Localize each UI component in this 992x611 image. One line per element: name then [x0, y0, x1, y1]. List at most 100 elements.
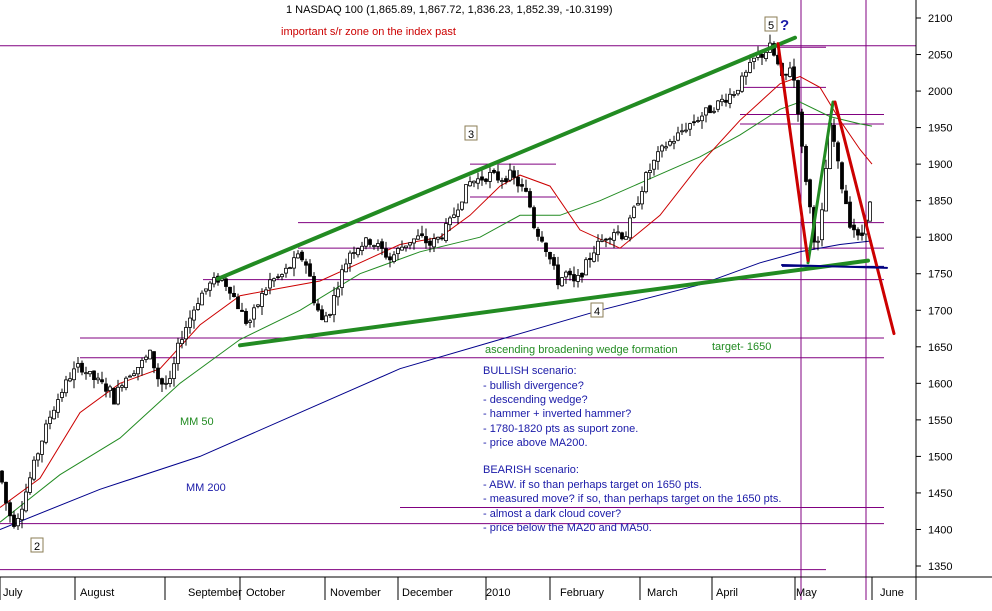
candle-body — [632, 206, 636, 218]
candle-body — [388, 256, 392, 261]
candle-body — [412, 238, 416, 244]
candle-body — [604, 238, 608, 241]
candle-body — [644, 172, 648, 193]
candle-body — [128, 375, 132, 378]
candle-body — [300, 251, 304, 261]
candle-body — [820, 209, 824, 241]
candle-body — [60, 391, 64, 398]
candle-body — [840, 162, 844, 190]
candle-body — [88, 370, 92, 375]
candle-body — [676, 132, 680, 141]
wave-5-box — [764, 16, 778, 32]
x-tick-label: 2010 — [486, 587, 510, 599]
candle-body — [496, 171, 500, 181]
candle-body — [436, 236, 440, 240]
candle-body — [316, 303, 320, 311]
candle-body — [844, 190, 848, 205]
candle-body — [12, 514, 16, 527]
y-axis-ticks: 1350 1400 1450 1500 1550 1600 1650 1700 1750 1800… — [916, 13, 952, 573]
candle-body — [868, 201, 872, 222]
candle-body — [772, 43, 776, 56]
candle-body — [8, 502, 12, 517]
candle-body — [560, 277, 564, 287]
y-tick-label: 1700 — [928, 305, 952, 317]
candle-body — [348, 252, 352, 264]
candle-body — [80, 362, 84, 373]
candle-body — [284, 267, 288, 274]
candle-body — [672, 140, 676, 144]
candle-body — [788, 67, 792, 77]
candle-body — [172, 363, 176, 379]
candle-body — [120, 385, 124, 388]
candle-body — [448, 217, 452, 226]
candle-body — [588, 257, 592, 260]
y-tick-label: 1350 — [928, 561, 952, 573]
candle-body — [228, 286, 232, 294]
candle-body — [256, 304, 260, 307]
candle-body — [264, 289, 268, 295]
candle-body — [716, 100, 720, 110]
candle-body — [548, 251, 552, 260]
wave-4-label: 4 — [594, 306, 600, 318]
candle-body — [600, 239, 604, 242]
candle-body — [104, 383, 108, 392]
candle-body — [564, 271, 568, 278]
candle-body — [408, 242, 412, 246]
candle-body — [580, 272, 584, 278]
candle-body — [184, 327, 188, 340]
y-tick-label: 1850 — [928, 196, 952, 208]
candle-body — [792, 66, 796, 81]
candle-body — [848, 201, 852, 228]
mm50-label: MM 50 — [180, 416, 214, 428]
candle-body — [404, 245, 408, 249]
candle-body — [572, 274, 576, 282]
candle-body — [524, 187, 528, 192]
candle-body — [288, 267, 292, 270]
candle-body — [400, 246, 404, 251]
candle-body — [692, 121, 696, 124]
candle-body — [160, 378, 164, 385]
wave-2-label: 2 — [34, 541, 40, 553]
candle-body — [856, 229, 860, 236]
candle-body — [492, 169, 496, 173]
wave-3-box — [464, 125, 478, 141]
candle-body — [376, 243, 380, 247]
x-tick-label: April — [716, 587, 738, 599]
candle-body — [280, 274, 284, 278]
candle-body — [440, 237, 444, 240]
candle-body — [708, 105, 712, 114]
candle-body — [816, 240, 820, 243]
candle-body — [312, 275, 316, 304]
candle-body — [324, 315, 328, 323]
candle-body — [720, 98, 724, 103]
y-tick-label: 1800 — [928, 232, 952, 244]
candle-body — [232, 292, 236, 297]
wave-3-label: 3 — [468, 129, 474, 141]
candle-body — [384, 248, 388, 258]
candle-body — [700, 115, 704, 122]
candle-body — [176, 342, 180, 364]
candle-body — [76, 363, 80, 368]
candle-body — [556, 264, 560, 286]
moving-averages-layer — [0, 75, 873, 530]
candle-body — [628, 217, 632, 239]
candle-body — [168, 378, 172, 385]
candle-body — [212, 277, 216, 285]
candle-body — [420, 233, 424, 237]
candle-body — [636, 203, 640, 206]
bearish-line: - ABW. if so than perhaps target on 1650… — [483, 479, 702, 491]
candle-body — [484, 178, 488, 182]
candle-body — [332, 294, 336, 316]
candle-body — [656, 151, 660, 162]
candle-body — [472, 180, 476, 184]
candle-body — [424, 236, 428, 244]
wedge-note: ascending broadening wedge formation — [485, 344, 678, 356]
moving-average-line — [0, 75, 873, 508]
candle-body — [236, 296, 240, 310]
candle-body — [824, 167, 828, 212]
candle-body — [640, 191, 644, 205]
candle-body — [4, 481, 8, 504]
x-tick-label: July — [3, 587, 23, 599]
candle-body — [224, 278, 228, 287]
candle-body — [668, 141, 672, 146]
